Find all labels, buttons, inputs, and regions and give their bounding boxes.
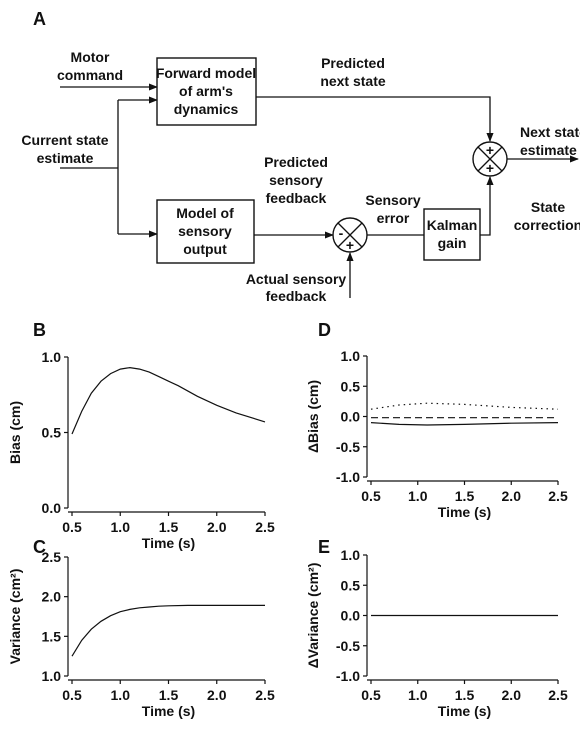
forward-model-label-2: of arm's xyxy=(179,83,233,99)
panel-label-c: C xyxy=(33,537,46,557)
motor-command-label-2: command xyxy=(57,67,123,83)
predicted-next-state-arrow xyxy=(256,96,494,142)
panel-label-e: E xyxy=(318,537,330,557)
predicted-sensory-label-1: Predicted xyxy=(264,154,328,170)
predicted-next-state-label-2: next state xyxy=(320,73,386,89)
series-line-dotted xyxy=(370,402,559,410)
x-tick-label: 1.0 xyxy=(408,687,428,703)
x-tick-label: 2.5 xyxy=(255,687,275,703)
y-tick-label: 1.0 xyxy=(341,547,361,563)
y-tick-label: -1.0 xyxy=(336,668,360,684)
y-axis-label: Variance (cm²) xyxy=(7,569,23,665)
actual-sensory-label-1: Actual sensory xyxy=(246,271,347,287)
panel-label-d: D xyxy=(318,320,331,340)
current-state-label-1: Current state xyxy=(21,132,108,148)
y-tick-label: 2.5 xyxy=(42,549,62,565)
x-axis-label: Time (s) xyxy=(142,535,195,551)
next-state-label-2: estimate xyxy=(520,142,577,158)
y-tick-label: -0.5 xyxy=(336,439,360,455)
y-tick-label: 0.0 xyxy=(42,500,62,516)
x-tick-label: 2.5 xyxy=(548,488,568,504)
sensory-model-box xyxy=(156,199,255,264)
state-correction-label-2: correction xyxy=(514,217,580,233)
state-comparator-cross-2 xyxy=(477,146,503,172)
comparator-cross-2 xyxy=(337,222,363,248)
state-correction-label-1: State xyxy=(531,199,565,215)
x-tick-label: 2.0 xyxy=(502,687,522,703)
x-axis-label: Time (s) xyxy=(142,703,195,719)
x-axis-label: Time (s) xyxy=(438,703,491,719)
y-tick-label: 0.0 xyxy=(341,409,361,425)
kalman-gain-label-1: Kalman xyxy=(427,217,478,233)
x-tick-label: 2.5 xyxy=(255,519,275,535)
y-tick-label: -1.0 xyxy=(336,469,360,485)
y-tick-label: 1.0 xyxy=(42,668,62,684)
x-tick-label: 1.5 xyxy=(455,488,475,504)
y-tick-label: 0.5 xyxy=(341,378,361,394)
panel-label-a: A xyxy=(33,9,46,29)
series-line-solid xyxy=(71,604,265,657)
y-tick-label: 2.0 xyxy=(42,589,62,605)
next-state-label-1: Next state xyxy=(520,124,580,140)
x-axis-label: Time (s) xyxy=(438,504,491,520)
y-tick-label: 1.0 xyxy=(42,349,62,365)
panel-label-b: B xyxy=(33,320,46,340)
x-tick-label: 2.0 xyxy=(207,687,227,703)
forward-model-label-3: dynamics xyxy=(174,101,239,117)
x-tick-label: 0.5 xyxy=(62,519,82,535)
y-tick-label: 1.0 xyxy=(341,348,361,364)
current-state-label-2: estimate xyxy=(37,150,94,166)
forward-model-label-1: Forward model xyxy=(156,65,256,81)
kalman-gain-label-2: gain xyxy=(438,235,467,251)
x-tick-label: 0.5 xyxy=(361,488,381,504)
series-line-solid xyxy=(370,422,559,426)
plus-sign-3: + xyxy=(486,160,494,176)
y-tick-label: 0.0 xyxy=(341,608,361,624)
minus-sign: - xyxy=(339,225,344,241)
plot-d: D -1.0 -0.5 0.0 0.5 1.0 0.5 1.0 1.5 2.0 2.5 Time (s… xyxy=(305,320,568,520)
x-tick-label: 1.5 xyxy=(159,519,179,535)
y-axis-label: ΔVariance (cm²) xyxy=(305,563,321,669)
forward-model-box xyxy=(156,57,257,126)
x-tick-label: 1.0 xyxy=(408,488,428,504)
y-axis-label: ΔBias (cm) xyxy=(305,380,321,453)
x-tick-label: 0.5 xyxy=(361,687,381,703)
predicted-sensory-label-3: feedback xyxy=(266,190,327,206)
x-tick-label: 2.5 xyxy=(548,687,568,703)
y-tick-label: 0.5 xyxy=(42,425,62,441)
kalman-gain-box xyxy=(423,208,481,261)
motor-command-label-1: Motor xyxy=(71,49,110,65)
x-tick-label: 2.0 xyxy=(207,519,227,535)
sensory-model-label-2: sensory xyxy=(178,223,232,239)
sensory-model-label-3: output xyxy=(183,241,227,257)
x-tick-label: 2.0 xyxy=(502,488,522,504)
sensory-error-label-2: error xyxy=(377,210,410,226)
series-line-solid xyxy=(71,366,266,435)
y-tick-label: 0.5 xyxy=(341,577,361,593)
y-tick-label: -0.5 xyxy=(336,638,360,654)
predicted-sensory-label-2: sensory xyxy=(269,172,323,188)
x-tick-label: 1.5 xyxy=(159,687,179,703)
y-axis-label: Bias (cm) xyxy=(7,401,23,464)
actual-sensory-label-2: feedback xyxy=(266,288,327,304)
plot-e: E -1.0 -0.5 0.0 0.5 1.0 0.5 1.0 1.5 2.0 2.5 Time (s… xyxy=(305,537,568,719)
state-correction-arrow xyxy=(480,176,494,236)
sensory-error-label-1: Sensory xyxy=(365,192,420,208)
x-tick-label: 1.5 xyxy=(455,687,475,703)
x-tick-label: 1.0 xyxy=(111,687,131,703)
block-diagram: A Motor command Current state estimate F… xyxy=(21,9,580,304)
y-tick-label: 1.5 xyxy=(42,628,62,644)
plus-sign-1: + xyxy=(346,237,354,253)
x-tick-label: 1.0 xyxy=(111,519,131,535)
plus-sign-2: + xyxy=(486,142,494,158)
x-tick-label: 0.5 xyxy=(62,687,82,703)
sensory-model-label-1: Model of xyxy=(176,205,234,221)
predicted-next-state-label-1: Predicted xyxy=(321,55,385,71)
